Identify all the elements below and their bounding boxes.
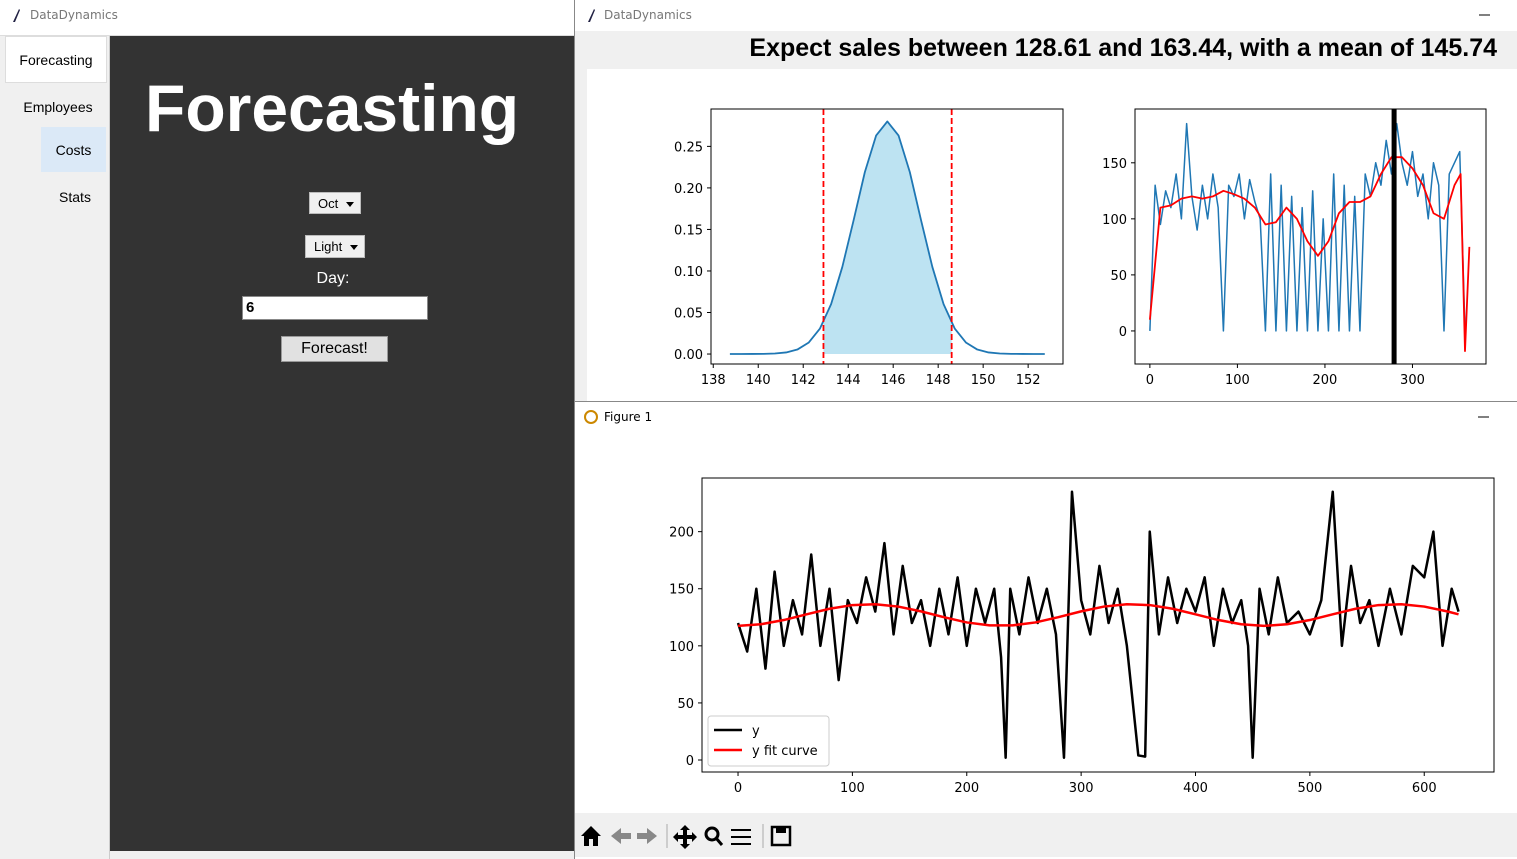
zoom-button[interactable] [704,826,720,842]
forward-button[interactable] [637,828,657,844]
day-label: Day: [316,270,350,287]
figure-icon [584,410,598,424]
window-title: DataDynamics [604,8,692,22]
window-title: Figure 1 [604,410,653,424]
app-icon [13,9,20,22]
titlebar: DataDynamics [0,0,574,36]
toolbar-icons [581,824,792,849]
tab[interactable]: Employees [23,99,93,115]
forecast-window: DataDynamics Expect sales between 128.61… [574,0,1517,401]
heading: Forecasting [145,71,520,145]
toolbar [575,813,1517,857]
pan-button[interactable] [673,825,697,849]
forecast-button[interactable]: Forecast! [281,336,388,362]
tab-panel [0,36,110,859]
home-button[interactable] [581,826,601,846]
titlebar: DataDynamics [575,0,1517,31]
minimize-button[interactable] [1479,14,1491,17]
minimize-button[interactable] [1478,416,1490,419]
tab[interactable]: Costs [41,127,106,172]
content-panel [110,36,574,851]
month-select[interactable]: Oct [309,192,361,214]
mode-select[interactable]: Light [305,235,365,258]
back-button[interactable] [611,828,631,844]
tab[interactable]: Stats [59,189,91,205]
configure-button[interactable] [731,829,751,845]
day-input[interactable]: 6 [242,296,428,320]
figure-canvas [587,69,1517,401]
tab[interactable]: Forecasting [5,36,107,83]
window-title: DataDynamics [30,8,118,22]
app-icon [588,9,595,22]
headline: Expect sales between 128.61 and 163.44, … [749,34,1497,62]
figure-window: Figure 1 [574,401,1517,859]
